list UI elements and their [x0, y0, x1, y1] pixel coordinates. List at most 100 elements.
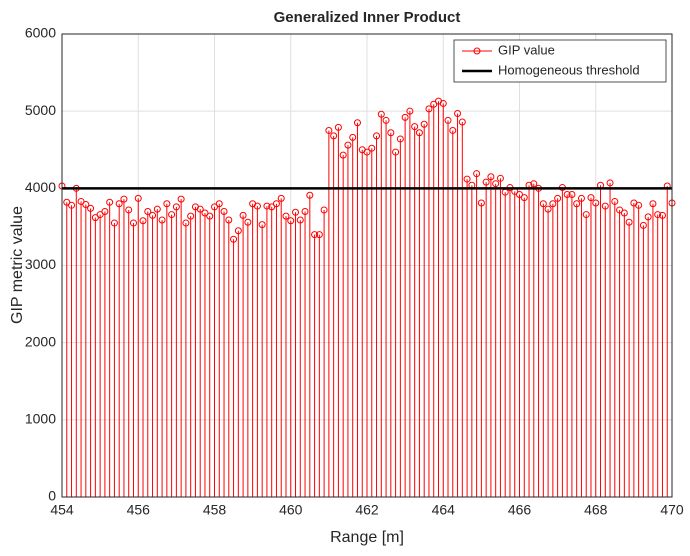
stem-marker	[477, 199, 485, 207]
stem-marker	[611, 197, 619, 205]
stem-marker	[420, 120, 428, 128]
stem-marker	[244, 218, 252, 226]
stem-marker	[454, 109, 462, 117]
y-tick-label: 2000	[25, 333, 56, 349]
stem-marker	[320, 206, 328, 214]
legend-label: Homogeneous threshold	[498, 62, 640, 77]
x-axis-label: Range [m]	[330, 529, 404, 546]
stem-marker	[82, 201, 90, 209]
stem-marker	[430, 100, 438, 108]
stem-marker	[334, 123, 342, 131]
stem-marker	[625, 218, 633, 226]
stem-marker	[177, 195, 185, 203]
y-tick-label: 1000	[25, 411, 56, 427]
stem-marker	[330, 132, 338, 140]
stem-marker	[606, 179, 614, 187]
x-tick-label: 458	[203, 502, 227, 518]
stem-marker	[115, 200, 123, 208]
stem-marker	[129, 219, 137, 227]
stem-marker	[306, 191, 314, 199]
stem-marker	[196, 205, 204, 213]
stem-marker	[654, 211, 662, 219]
stem-marker	[301, 207, 309, 215]
legend-label: GIP value	[498, 42, 555, 57]
x-tick-label: 466	[508, 502, 532, 518]
stem-marker	[168, 211, 176, 219]
stem-marker	[439, 99, 447, 107]
stem-marker	[296, 216, 304, 224]
stem-marker	[620, 209, 628, 217]
stem-marker	[263, 202, 271, 210]
stem-marker	[563, 191, 571, 199]
stem-marker	[492, 180, 500, 188]
stem-marker	[406, 107, 414, 115]
stem-marker	[344, 141, 352, 149]
stem-marker	[258, 221, 266, 229]
x-tick-label: 468	[584, 502, 608, 518]
stem-marker	[425, 105, 433, 113]
stem-marker	[392, 148, 400, 156]
x-tick-label: 462	[355, 502, 379, 518]
x-tick-label: 460	[279, 502, 303, 518]
stem-marker	[592, 199, 600, 207]
stem-marker	[149, 211, 157, 219]
stem-marker	[134, 194, 142, 202]
stem-marker	[96, 211, 104, 219]
chart-title: Generalized Inner Product	[274, 9, 461, 26]
y-axis-label: GIP metric value	[9, 206, 26, 324]
stem-marker	[449, 126, 457, 134]
stem-marker	[415, 129, 423, 137]
legend-marker	[473, 47, 481, 55]
stem-marker	[487, 173, 495, 181]
x-tick-label: 470	[660, 502, 684, 518]
y-tick-label: 4000	[25, 179, 56, 195]
stem-marker	[353, 119, 361, 127]
stem-marker	[573, 200, 581, 208]
stem-marker	[325, 126, 333, 134]
stem-marker	[125, 206, 133, 214]
stem-marker	[339, 151, 347, 159]
stem-marker	[215, 200, 223, 208]
y-tick-label: 3000	[25, 256, 56, 272]
stem-marker	[516, 191, 523, 199]
stem-marker	[292, 208, 300, 216]
stem-marker	[211, 203, 218, 211]
stem-marker	[639, 221, 647, 229]
stem-marker	[139, 217, 147, 225]
stem-marker	[520, 194, 528, 202]
stem-marker	[87, 204, 95, 212]
stem-marker	[187, 212, 195, 220]
stem-marker	[153, 205, 161, 213]
axes-box	[61, 33, 673, 498]
y-tick-label: 6000	[25, 25, 56, 41]
stem-marker	[658, 211, 666, 219]
stem-marker	[68, 201, 76, 209]
stem-marker	[253, 202, 261, 210]
stem-marker	[282, 212, 290, 220]
stem-marker	[182, 219, 190, 227]
stem-marker	[163, 200, 171, 208]
stem-marker	[106, 198, 114, 206]
x-tick-label: 456	[127, 502, 151, 518]
stem-marker	[377, 110, 385, 118]
stem-marker	[577, 194, 585, 202]
stem-marker	[463, 175, 471, 183]
stem-marker	[277, 194, 285, 202]
stem-marker	[644, 213, 652, 221]
stem-marker	[649, 200, 657, 208]
stem-marker	[158, 216, 166, 224]
stem-marker	[496, 174, 504, 182]
stem-marker	[349, 133, 357, 141]
stem-marker	[120, 195, 128, 203]
stem-marker	[63, 198, 71, 206]
stem-marker	[387, 129, 395, 137]
stem-marker	[206, 212, 214, 220]
y-tick-label: 5000	[25, 102, 56, 118]
stem-marker	[287, 217, 295, 225]
stem-marker	[110, 219, 118, 227]
stem-marker	[363, 148, 371, 156]
stem-marker	[530, 180, 538, 188]
stem-marker	[587, 194, 595, 202]
stem-marker	[554, 194, 562, 202]
